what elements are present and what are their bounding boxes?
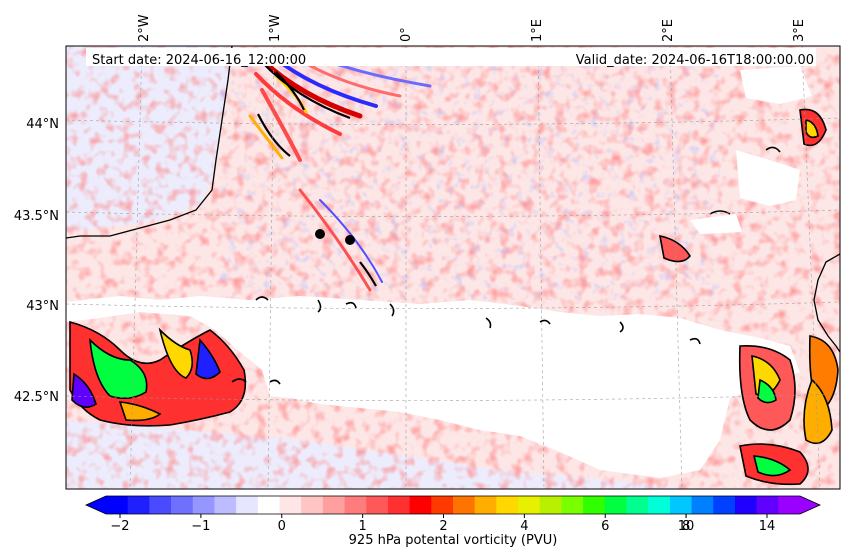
map-panel: Start date: 2024-06-16_12:00:00 Valid_da… — [66, 46, 840, 489]
colorbar-swatch — [149, 496, 172, 514]
colorbar-swatch — [778, 496, 801, 514]
valid-date-label: Valid_date: 2024-06-16T18:00:00.00 — [576, 53, 814, 68]
pyrenees-edge-blobs — [69, 108, 839, 486]
colorbar-swatch — [344, 496, 367, 514]
colorbar-swatch — [236, 496, 259, 514]
colorbar-label: 925 hPa potental vorticity (PVU) — [349, 533, 558, 548]
colorbar-swatch — [366, 496, 389, 514]
colorbar-tick-label: −1 — [191, 519, 210, 534]
lat-ticks: 44°N 43.5°N 43°N 42.5°N — [14, 117, 59, 405]
colorbar-swatch — [322, 496, 346, 514]
graticule — [66, 46, 840, 489]
colorbar-extend-high — [800, 496, 820, 514]
colorbar-swatch — [756, 496, 779, 514]
colorbar-swatch — [604, 496, 627, 514]
colorbar-tick-label: 1 — [358, 519, 366, 534]
start-date-label: Start date: 2024-06-16_12:00:00 — [92, 53, 306, 68]
colorbar-swatch — [626, 496, 649, 514]
lat-tick-label: 43°N — [26, 299, 59, 314]
colorbar — [85, 495, 821, 515]
colorbar-swatch — [561, 496, 584, 514]
colorbar-swatch — [106, 496, 129, 514]
header-strip — [86, 48, 816, 66]
colorbar-swatch — [474, 496, 497, 514]
colorbar-swatch — [539, 496, 562, 514]
colorbar-swatch — [431, 496, 454, 514]
colorbar-swatch — [387, 496, 411, 514]
map-frame — [65, 45, 841, 490]
lat-tick-label: 42.5°N — [14, 390, 59, 405]
masked-terrain-east-2 — [690, 214, 742, 234]
lat-tick-label: 44°N — [26, 117, 59, 132]
lon-tick-label: 1°W — [268, 14, 283, 42]
colorbar-ticks: −2 −1 0 1 2 4 6 810 14 — [110, 514, 775, 534]
colorbar-swatch — [409, 496, 432, 514]
colorbar-swatch — [691, 496, 714, 514]
colorbar-tick-label: 0 — [278, 519, 286, 534]
colorbar-swatch — [301, 496, 324, 514]
colorbar-tick-label: 14 — [759, 519, 776, 534]
lon-ticks: 2°W 1°W 0° 1°E 2°E 3°E — [137, 14, 807, 42]
colorbar-swatch — [171, 496, 194, 514]
station-marker-2[interactable] — [345, 235, 355, 245]
colorbar-swatch — [496, 496, 519, 514]
lon-tick-label: 1°E — [530, 19, 545, 42]
colorbar-tick-label: 4 — [520, 519, 528, 534]
mask-edge-contours — [231, 146, 781, 385]
lon-tick-label: 2°E — [661, 19, 676, 42]
colorbar-swatch — [127, 496, 150, 514]
lon-tick-label: 0° — [399, 27, 414, 42]
colorbar-swatch — [518, 496, 541, 514]
lon-tick-label: 3°E — [792, 19, 807, 42]
colorbar-extend-low — [86, 496, 106, 514]
colorbar-swatch — [669, 496, 693, 514]
masked-terrain-spain — [66, 296, 800, 478]
station-marker-1[interactable] — [315, 229, 325, 239]
colorbar-swatch — [257, 496, 280, 514]
lat-tick-label: 43.5°N — [14, 209, 59, 224]
colorbar-tick-label: 2 — [439, 519, 447, 534]
colorbar-swatch — [453, 496, 476, 514]
colorbar-swatch — [583, 496, 606, 514]
colorbar-tick-label: 10 — [678, 519, 695, 534]
colorbar-swatch — [648, 496, 671, 514]
colorbar-outline — [85, 495, 821, 515]
masked-terrain-northeast — [740, 66, 812, 104]
colorbar-swatch — [214, 496, 237, 514]
colorbar-tick-label: 8 — [682, 519, 690, 534]
coastlines — [66, 46, 840, 353]
colorbar-swatch — [713, 496, 736, 514]
masked-terrain-east — [736, 150, 800, 206]
colorbar-swatch — [192, 496, 215, 514]
colorbar-tick-label: 6 — [601, 519, 609, 534]
pv-field-speckle-blue — [220, 60, 720, 300]
lon-tick-label: 2°W — [137, 14, 152, 42]
colorbar-swatch — [734, 496, 758, 514]
colorbar-tick-label: −2 — [110, 519, 129, 534]
colorbar-swatch — [279, 496, 302, 514]
